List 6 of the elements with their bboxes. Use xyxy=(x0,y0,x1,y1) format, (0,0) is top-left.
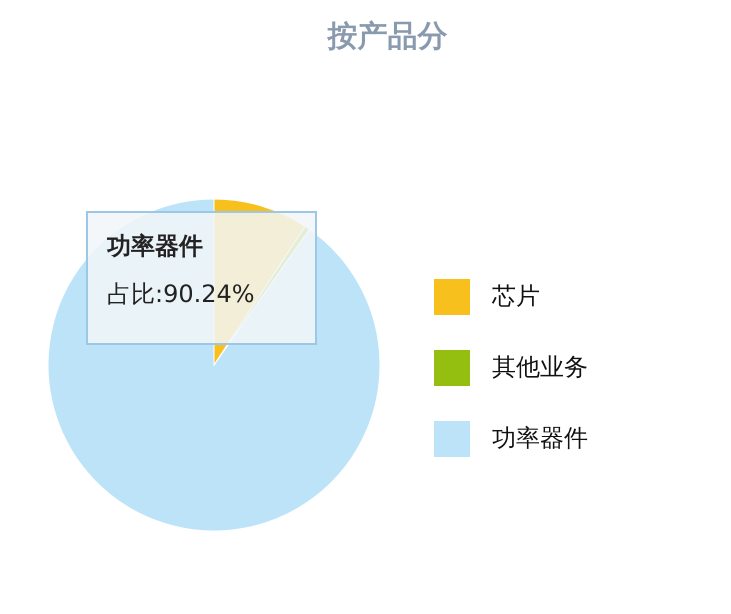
legend-label: 其他业务 xyxy=(492,353,588,381)
text: 占比:90.24% xyxy=(107,280,255,308)
text: 功率器件 xyxy=(106,232,203,260)
legend-label: 芯片 xyxy=(491,282,540,310)
chart-title: 按产品分 xyxy=(326,19,448,54)
legend-label: 功率器件 xyxy=(492,424,588,452)
